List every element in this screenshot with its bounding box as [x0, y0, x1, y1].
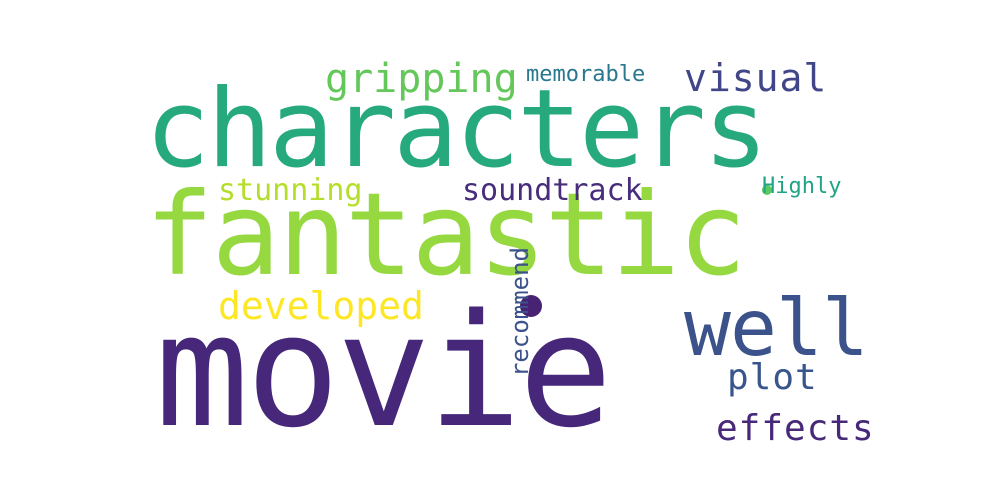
word-fantastic: fantastic — [145, 168, 747, 301]
word-well: well — [684, 284, 869, 374]
word-dot-decoration — [520, 295, 542, 317]
word-dot-decoration — [762, 185, 772, 195]
word-memorable: memorable — [526, 62, 646, 87]
word-developed: developed — [218, 284, 424, 328]
word-plot: plot — [727, 357, 818, 398]
word-highly: Highly — [762, 174, 842, 199]
word-soundtrack: soundtrack — [462, 173, 643, 208]
word-stunning: stunning — [218, 173, 363, 208]
word-characters: characters — [145, 67, 768, 192]
word-movie: movie — [155, 280, 613, 462]
word-visual: visual — [684, 56, 828, 100]
word-effects: effects — [716, 408, 875, 449]
word-gripping: gripping — [325, 56, 518, 102]
word-recommend: recommend — [506, 246, 534, 378]
